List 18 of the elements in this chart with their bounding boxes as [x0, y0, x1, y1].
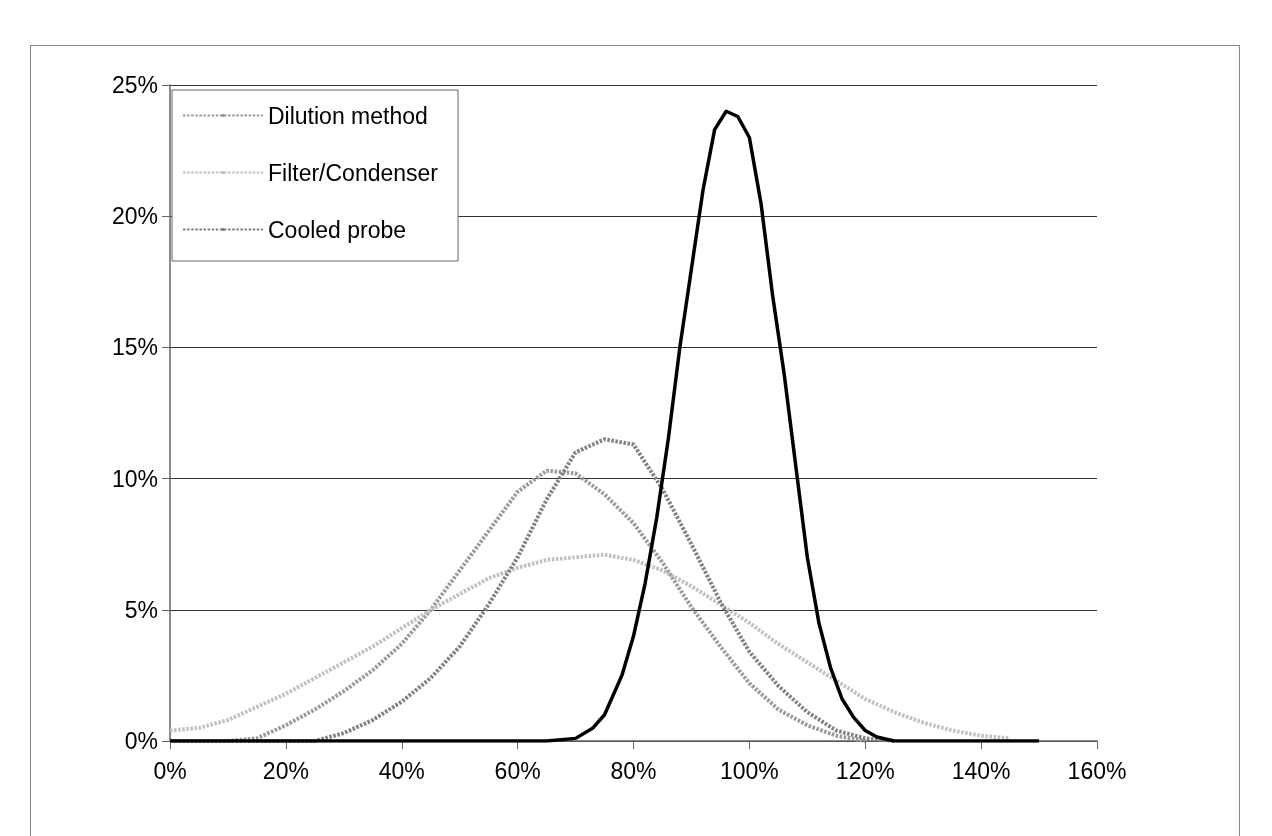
y-tick-label: 20% — [111, 203, 158, 230]
y-tick-label: 0% — [124, 728, 158, 754]
legend-label: Filter/Condenser — [268, 159, 439, 186]
x-tick-label: 160% — [1067, 757, 1127, 784]
x-tick-label: 0% — [153, 757, 187, 784]
x-tick-label: 140% — [951, 757, 1011, 784]
x-tick-label: 60% — [494, 757, 541, 784]
y-tick-label: 10% — [111, 465, 158, 492]
x-tick-label: 80% — [610, 757, 657, 784]
legend-label: Cooled probe — [268, 216, 407, 243]
legend-label: Dilution method — [268, 102, 428, 129]
y-tick-label: 5% — [124, 596, 158, 623]
y-tick-label: 25% — [111, 72, 158, 98]
x-tick-label: 40% — [378, 757, 425, 784]
x-tick-label: 20% — [262, 757, 309, 784]
x-tick-label: 120% — [835, 757, 895, 784]
x-tick-label: 100% — [719, 757, 779, 784]
y-tick-label: 15% — [111, 334, 158, 361]
